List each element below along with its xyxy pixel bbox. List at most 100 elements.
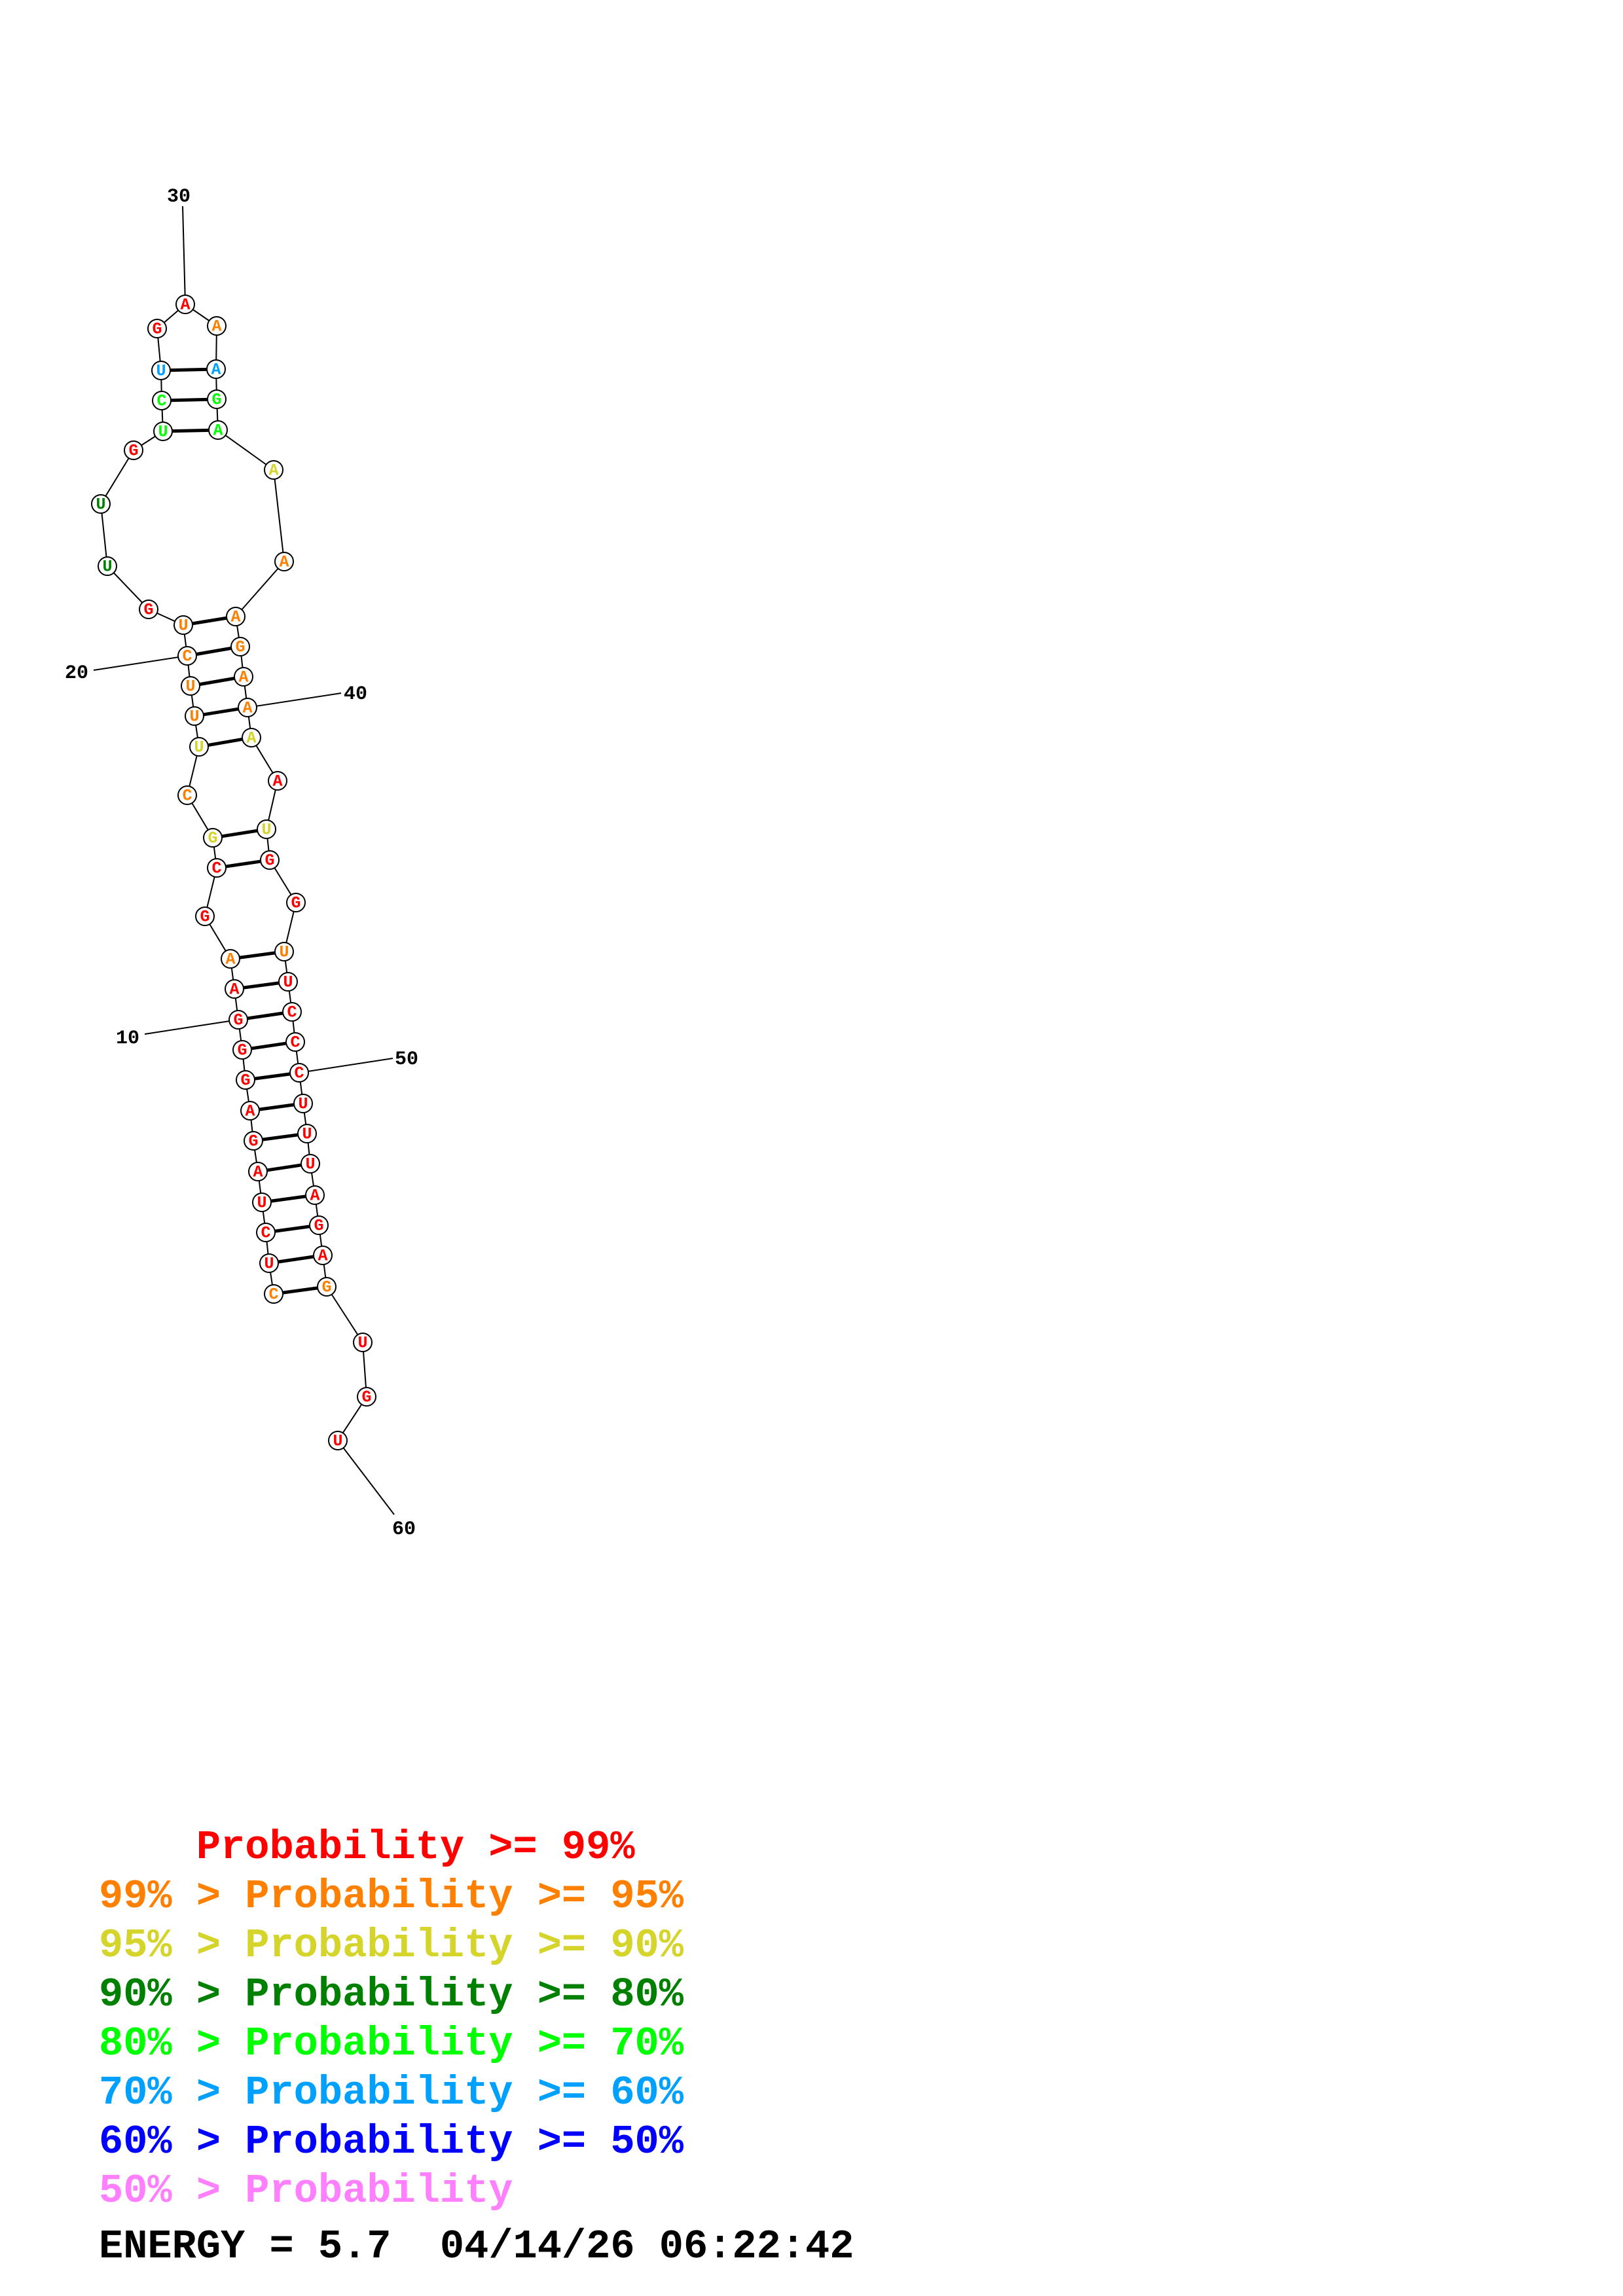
- nucleotide: C: [152, 391, 172, 411]
- nucleotide: A: [305, 1185, 325, 1206]
- nucleotide: U: [98, 556, 117, 577]
- nucleotide: A: [268, 771, 287, 791]
- nucleotide-circle: [264, 1284, 283, 1304]
- base-pair-bond: [259, 1103, 295, 1111]
- base-pair-bond: [225, 859, 261, 869]
- nucleotide-letter: U: [178, 617, 188, 636]
- nucleotide: U: [278, 972, 298, 992]
- nucleotide: G: [207, 389, 227, 410]
- nucleotide-letter: U: [102, 558, 112, 577]
- nucleotide-letter: C: [287, 1003, 297, 1022]
- nucleotide-letter: A: [318, 1247, 327, 1266]
- nucleotide: G: [236, 1070, 255, 1090]
- nucleotide-letter: A: [246, 729, 256, 748]
- nucleotide-circle: [248, 1162, 268, 1181]
- nucleotide-letter: A: [213, 422, 223, 440]
- nucleotide-circle: [240, 1101, 260, 1121]
- nucleotide: G: [195, 906, 215, 927]
- nucleotide-letter: C: [294, 1064, 304, 1083]
- nucleotide-letter: A: [225, 950, 235, 969]
- nucleotide-letter: U: [194, 738, 204, 757]
- nucleotide: G: [260, 850, 280, 870]
- nucleotide: C: [177, 646, 197, 666]
- nucleotide-circle: [305, 1185, 325, 1205]
- nucleotide-circle: [260, 850, 280, 870]
- nucleotide: U: [173, 615, 193, 636]
- backbone-segment: [235, 561, 285, 617]
- nucleotide-circle: [203, 828, 223, 848]
- nucleotide-circle: [207, 858, 227, 878]
- legend-row: 90% > Probability >= 80%: [99, 1970, 684, 2019]
- nucleotide-letter: U: [261, 821, 271, 840]
- legend-threshold: 60% >: [99, 2119, 246, 2165]
- legend-row: 80% > Probability >= 70%: [99, 2019, 684, 2068]
- nucleotide-letter: U: [298, 1095, 308, 1114]
- nucleotide: U: [151, 361, 171, 381]
- nucleotide-circle: [207, 389, 227, 409]
- nucleotide-letter: A: [238, 668, 248, 687]
- nucleotide-letter: G: [264, 852, 274, 870]
- nucleotide-letter: G: [233, 1011, 243, 1030]
- nucleotide-letter: U: [156, 362, 166, 381]
- nucleotide-letter: C: [182, 787, 192, 806]
- backbone: [100, 304, 367, 1441]
- nucleotide-letter: U: [96, 495, 105, 514]
- nucleotide-circle: [313, 1246, 333, 1265]
- base-pair-bond: [208, 737, 243, 747]
- nucleotide-letter: C: [261, 1224, 270, 1243]
- nucleotide-letter: A: [242, 699, 252, 718]
- base-pair-bond: [282, 1286, 318, 1295]
- legend-threshold: 80% >: [99, 2020, 246, 2067]
- nucleotide-circle: [257, 819, 276, 839]
- nucleotide-circle: [189, 737, 209, 757]
- nucleotide-circle: [328, 1431, 348, 1450]
- nucleotide-circle: [256, 1223, 276, 1242]
- nucleotide: G: [228, 1010, 248, 1030]
- nucleotide-letter: G: [361, 1388, 371, 1407]
- nucleotide: U: [328, 1431, 348, 1451]
- nucleotide: U: [353, 1333, 373, 1353]
- nucleotide-letter: U: [279, 943, 289, 962]
- nucleotide-letter: A: [268, 461, 278, 480]
- nucleotide-circle: [208, 420, 228, 440]
- nucleotide: U: [185, 706, 204, 726]
- tick-line: [93, 655, 188, 671]
- nucleotide: A: [240, 1101, 260, 1121]
- legend-row: 70% > Probability >= 60%: [99, 2068, 684, 2117]
- nucleotide-circle: [98, 556, 117, 576]
- nucleotide: G: [357, 1387, 376, 1407]
- legend-row: 60% > Probability >= 50%: [99, 2117, 684, 2166]
- tick-line: [299, 1058, 393, 1073]
- nucleotide-circle: [152, 391, 172, 410]
- nucleotide-circle: [297, 1124, 317, 1143]
- nucleotide-letter: A: [180, 296, 190, 315]
- nucleotide-circle: [177, 646, 197, 666]
- nucleotide: U: [252, 1193, 272, 1213]
- backbone-segment: [273, 469, 285, 562]
- legend-label: Probability >= 70%: [245, 2020, 684, 2067]
- legend-threshold: 90% >: [99, 1971, 246, 2018]
- nucleotide: C: [289, 1063, 309, 1083]
- nucleotide: C: [264, 1284, 283, 1304]
- nucleotide: A: [208, 420, 228, 440]
- nucleotide-circle: [177, 785, 197, 805]
- nucleotide-circle: [293, 1094, 313, 1113]
- nucleotide-letter: G: [248, 1132, 258, 1151]
- numbering-ticks: 10 20 30 40 50 60: [65, 186, 418, 1541]
- nucleotide: A: [207, 316, 227, 336]
- nucleotide: G: [230, 637, 250, 657]
- nucleotide-letter: U: [283, 973, 293, 992]
- nucleotide-circle: [124, 440, 143, 460]
- nucleotide: A: [242, 728, 261, 748]
- legend-label: Probability >= 95%: [245, 1873, 684, 1920]
- nucleotide: U: [181, 676, 200, 696]
- nucleotide: U: [274, 942, 294, 962]
- legend-row: 95% > Probability >= 90%: [99, 1921, 684, 1970]
- base-pair-bond: [254, 1072, 291, 1081]
- nucleotide-letter: U: [333, 1432, 342, 1451]
- nucleotide-letter: G: [314, 1217, 323, 1236]
- nucleotide: A: [226, 607, 246, 627]
- nucleotide: A: [274, 552, 294, 572]
- nucleotide-letter: C: [290, 1033, 300, 1052]
